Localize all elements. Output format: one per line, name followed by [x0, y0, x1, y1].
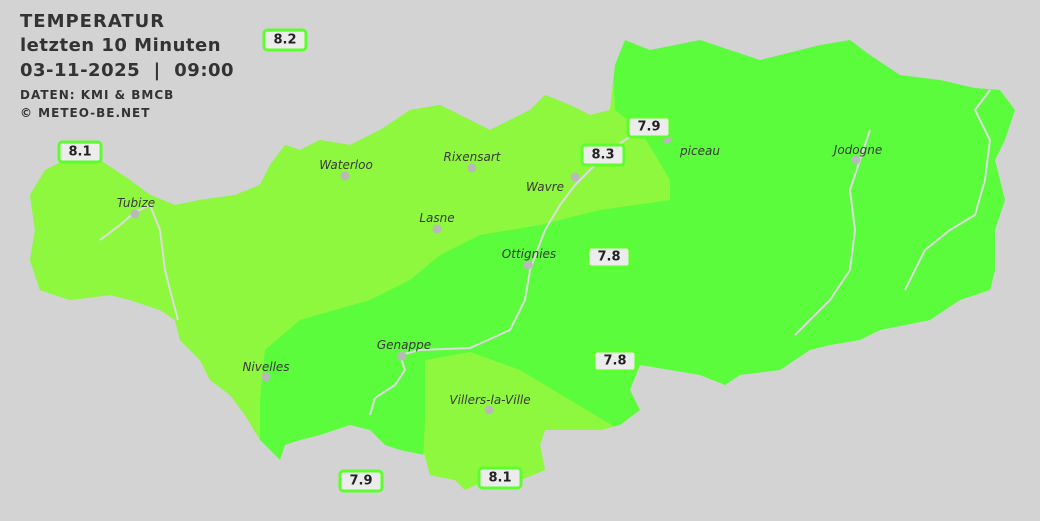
temperature-reading[interactable]: 8.1 [57, 140, 103, 164]
town-marker [570, 172, 580, 182]
temperature-reading[interactable]: 7.9 [338, 469, 384, 493]
town-marker [397, 351, 407, 361]
town-label: Waterloo [319, 158, 373, 172]
town-label: Nivelles [242, 360, 290, 374]
town-label: Jodogne [833, 143, 883, 157]
temperature-reading[interactable]: 8.2 [262, 28, 308, 52]
temperature-reading[interactable]: 8.3 [580, 143, 626, 167]
town-marker [662, 134, 672, 144]
town-marker [261, 372, 271, 382]
town-marker [467, 163, 477, 173]
river [369, 354, 407, 416]
town-marker [340, 171, 350, 181]
town-marker [130, 209, 140, 219]
map-header: TEMPERATUR letzten 10 Minuten 03-11-2025… [20, 10, 234, 122]
map-datetime: 03-11-2025 | 09:00 [20, 60, 235, 81]
data-source: DATEN: KMI & BMCB [20, 88, 175, 102]
map-title: TEMPERATUR [20, 11, 166, 32]
town-label: Genappe [376, 338, 432, 352]
temperature-reading[interactable]: 7.9 [626, 115, 672, 139]
copyright: © METEO-BE.NET [20, 106, 151, 120]
town-label: piceau [680, 144, 720, 158]
town-label: Tubize [116, 196, 156, 210]
town-label: Villers-la-Ville [449, 393, 531, 407]
river [399, 129, 641, 356]
town-label: Lasne [419, 211, 455, 225]
map-subtitle: letzten 10 Minuten [20, 35, 222, 56]
temperature-reading[interactable]: 7.8 [592, 349, 638, 373]
town-marker [851, 155, 861, 165]
town-marker [523, 260, 533, 270]
town-marker [432, 224, 442, 234]
temperature-reading[interactable]: 7.8 [586, 245, 632, 269]
town-label: Wavre [526, 180, 564, 194]
town-marker [484, 405, 494, 415]
river [904, 89, 992, 291]
town-label: Rixensart [443, 150, 501, 164]
town-label: Ottignies [501, 247, 557, 261]
temperature-reading[interactable]: 8.1 [477, 466, 523, 490]
river [99, 203, 179, 321]
